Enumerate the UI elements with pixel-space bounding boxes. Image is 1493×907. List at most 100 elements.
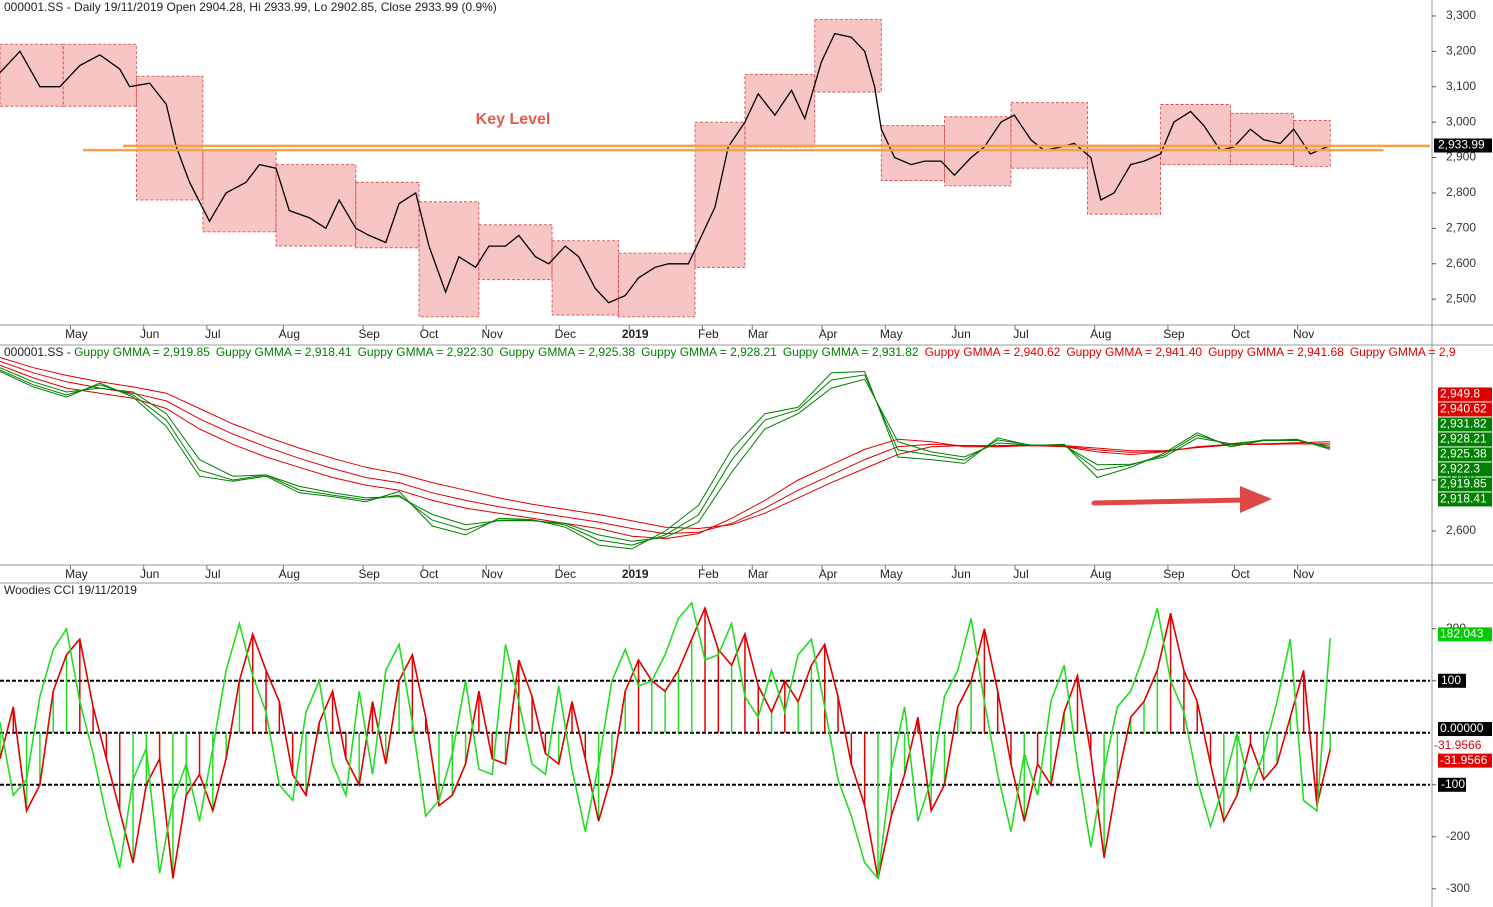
x-tick-label: Nov [1293,567,1314,581]
x-tick-label: Mar [748,327,769,341]
arrow-head [1240,486,1272,513]
price-tag [1434,138,1492,153]
x-tick-label: Sep [1163,567,1185,581]
x-tick-label: Jun [140,567,159,581]
legend-entry: Guppy GMMA = 2,925.38 [499,345,635,359]
range-box [1087,144,1162,215]
value-tag [1438,722,1492,737]
value-tag-label: 2,949.8 [1440,387,1480,401]
range-box [1160,104,1231,166]
x-tick-label: Jul [1013,567,1028,581]
x-tick-label: Oct [420,327,439,341]
arrow-shaft [1091,497,1248,506]
legend-entry: Guppy GMMA = 2,941.68 [1208,345,1344,359]
legend-entry: Guppy GMMA = 2,922.30 [358,345,494,359]
range-box [694,121,746,268]
range-box [551,240,619,316]
x-tick-label: 2019 [622,567,649,581]
x-tick-label: Jun [951,327,970,341]
tick-box [1438,673,1466,688]
value-tag-label: -31.9566 [1440,753,1488,767]
value-tag-label: 2,940.62 [1440,402,1487,416]
y-tick-label: 100 [1441,673,1461,687]
plot-area [0,601,1430,881]
value-tag [1438,477,1492,492]
series-line [0,369,1331,546]
value-tag [1438,387,1492,402]
x-tick-label: Mar [748,567,769,581]
x-tick-label: Oct [1231,567,1250,581]
legend-entry: Guppy GMMA = 2,919.85 [74,345,210,359]
value-tag-label: 182.043 [1440,627,1484,641]
value-tag-label: 2,928.21 [1440,432,1487,446]
x-tick-label: Feb [698,327,719,341]
x-tick-label: Jul [1013,327,1028,341]
x-tick-label: 2019 [622,327,649,341]
value-tag-label: 2,918.41 [1440,492,1487,506]
x-tick-label: May [65,567,88,581]
x-tick-label: Dec [555,567,576,581]
annotation: Key Level [476,111,551,128]
value-tag-label: -31.9566 [1434,738,1482,752]
y-tick-label: 2,700 [1446,221,1476,235]
series-line [0,370,1331,550]
range-box [618,252,696,318]
value-tag [1438,402,1492,417]
y-tick-label: -200 [1446,829,1470,843]
value-tag [1438,447,1492,462]
x-tick-label: Apr [819,327,838,341]
value-tag [1438,753,1492,768]
range-box [0,43,64,107]
y-tick-label: 3,200 [1446,44,1476,58]
x-tick-label: Jul [205,567,220,581]
value-tag-label: 2,925.38 [1440,447,1487,461]
range-box [135,75,204,201]
range-box [744,73,816,148]
x-tick-label: Oct [1231,327,1250,341]
x-tick-label: Nov [482,567,503,581]
series-line [0,32,1331,304]
value-tag-label: 2,919.85 [1440,477,1487,491]
legend-entry: Guppy GMMA = 2,918.41 [216,345,352,359]
plot-area [0,357,1331,550]
legend-entry: Guppy GMMA = 2,928.21 [641,345,777,359]
x-tick-label: Sep [1163,327,1185,341]
y-tick-label: 2,900 [1446,150,1476,164]
range-box [1293,119,1331,167]
value-tag [1438,492,1492,507]
plot-area [0,19,1430,318]
panel-title: Woodies CCI 19/11/2019 [4,583,137,597]
x-tick-label: Oct [420,567,439,581]
value-tag [1438,462,1492,477]
range-box [478,224,553,281]
y-tick-label: 2,600 [1446,523,1476,537]
tick-box [1438,777,1466,792]
x-tick-label: Aug [1090,327,1111,341]
series-line [0,601,1331,881]
y-tick-label: 2,500 [1446,291,1476,305]
x-tick-label: Nov [1293,327,1314,341]
panel-title: 000001.SS - Guppy GMMA = 2,919.85 Guppy G… [4,345,1456,359]
series-line [0,605,1331,879]
range-box [814,19,882,93]
y-tick-label: 2,600 [1446,256,1476,270]
y-tick-label: -100 [1441,777,1465,791]
x-tick-label: Aug [1090,567,1111,581]
value-tag [1438,627,1492,642]
y-tick-label: 3,000 [1446,114,1476,128]
legend-entry: Guppy GMMA = 2,940.62 [925,345,1061,359]
series-line [0,360,1331,535]
x-tick-label: Jun [140,327,159,341]
y-tick-label: 3,300 [1446,8,1476,22]
series-line [0,364,1331,540]
legend-entry: Guppy GMMA = 2,941.40 [1066,345,1202,359]
x-tick-label: Aug [279,567,300,581]
x-tick-label: Jul [205,327,220,341]
range-box [202,150,277,233]
x-tick-label: Aug [279,327,300,341]
value-tag-label: 2,922.3 [1440,462,1480,476]
x-tick-label: Nov [482,327,503,341]
panel-title: 000001.SS - Daily 19/11/2019 Open 2904.2… [4,0,497,14]
trend-arrow [1091,486,1272,513]
